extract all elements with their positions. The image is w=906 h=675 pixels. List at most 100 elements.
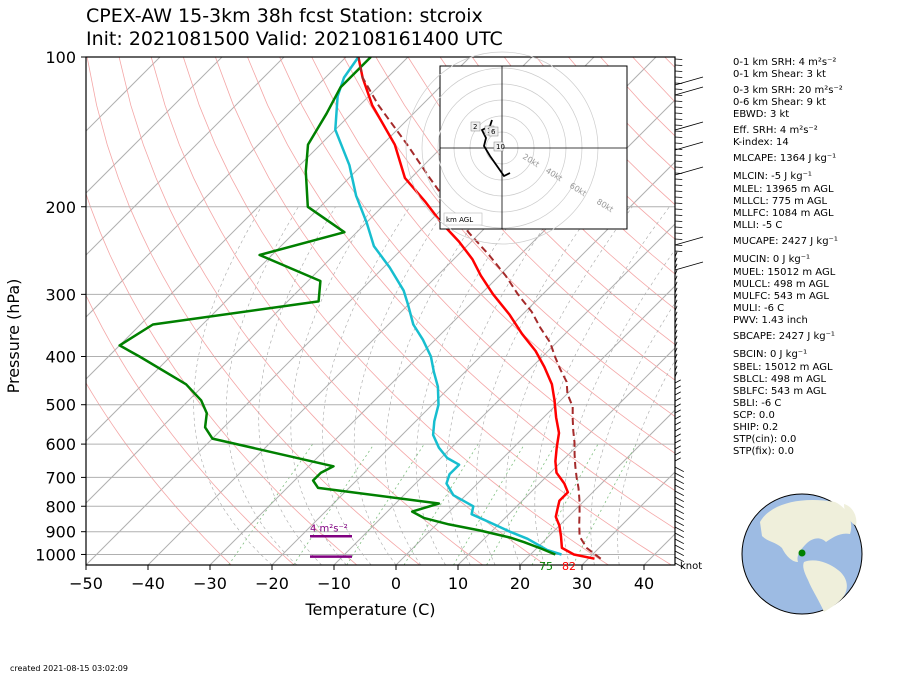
dry-adiabat: [375, 57, 675, 381]
index-line: SHIP: 0.2: [733, 422, 779, 433]
wind-barb: [674, 202, 683, 204]
wind-barb: [674, 433, 681, 438]
index-line: SBEL: 15012 m AGL: [733, 362, 833, 373]
wind-barb: [674, 508, 685, 515]
y-tick-label: 900: [45, 523, 76, 542]
wind-barb: [674, 190, 683, 192]
y-tick-label: 400: [45, 348, 76, 367]
created-timestamp: created 2021-08-15 03:02:09: [10, 664, 128, 673]
wind-barb: [674, 141, 704, 151]
wind-barb: [674, 317, 678, 324]
wind-barb: [674, 106, 683, 108]
y-tick-label: 300: [45, 285, 76, 304]
wind-barb: [674, 556, 685, 563]
wind-barb: [674, 118, 683, 120]
index-line: MLCIN: -5 J kg⁻¹: [733, 171, 812, 182]
moist-adiabat: [415, 206, 522, 565]
wind-barb: [674, 130, 683, 132]
isotherm-line: [395, 285, 675, 565]
tick-layer: −50 −40 −30 −20 −10 0 10 20 30 40 100 200 300 400 500 6…: [4, 48, 702, 619]
index-line: SBLCL: 498 m AGL: [733, 374, 827, 385]
index-line: Eff. SRH: 4 m²s⁻²: [733, 125, 818, 136]
wind-barb: [674, 121, 704, 131]
isotherm-line: [519, 409, 675, 565]
mixing-ratio-line: [453, 443, 525, 565]
wind-barb: [674, 353, 678, 360]
index-line: MLEL: 13965 m AGL: [733, 184, 834, 195]
wind-barb: [674, 451, 681, 456]
wind-barb: [674, 70, 683, 72]
index-line: MULFC: 543 m AGL: [733, 291, 829, 302]
index-line: 0-3 km SRH: 20 m²s⁻²: [733, 85, 843, 96]
x-axis-label: Temperature (C): [304, 600, 435, 619]
wind-barb: [674, 538, 685, 545]
x-tick-label: 10: [448, 574, 468, 593]
x-tick-label: 30: [572, 574, 592, 593]
wind-barb: [674, 86, 704, 96]
chart-title-line1: CPEX-AW 15-3km 38h fcst Station: stcroix: [86, 5, 483, 27]
x-tick-label: 20: [510, 574, 530, 593]
index-line: 0-6 km Shear: 9 kt: [733, 97, 826, 108]
y-tick-label: 500: [45, 396, 76, 415]
index-line: MLLCL: 775 m AGL: [733, 196, 828, 207]
wind-barb: [674, 379, 681, 384]
index-line: SBLI: -6 C: [733, 398, 782, 409]
y-axis-label: Pressure (hPa): [4, 279, 23, 394]
wind-barb: [674, 261, 704, 271]
x-tick-label: −10: [317, 574, 351, 593]
dry-adiabat: [247, 57, 675, 530]
isotherm-line: [271, 161, 675, 565]
y-tick-label: 600: [45, 435, 76, 454]
moist-adiabat: [193, 206, 273, 565]
wind-barb: [674, 232, 683, 234]
wind-barb: [674, 236, 704, 246]
index-line: K-index: 14: [733, 137, 789, 148]
wind-barb: [674, 154, 683, 156]
wind-barb: [674, 112, 683, 114]
wind-barb: [674, 250, 683, 252]
isotherm-line: [86, 57, 161, 132]
wind-barb: [674, 544, 685, 551]
wind-barb: [674, 76, 683, 78]
index-line: SBCAPE: 2427 J kg⁻¹: [733, 331, 835, 342]
wind-barb: [674, 251, 678, 258]
moist-adiabat: [384, 206, 485, 565]
index-line: MLLFC: 1084 m AGL: [733, 208, 834, 219]
index-line: SCP: 0.0: [733, 410, 775, 421]
moist-adiabat: [505, 206, 633, 565]
chart-title-line2: Init: 2021081500 Valid: 202108161400 UTC: [86, 28, 503, 50]
isotherm-line: [86, 57, 347, 318]
wind-barb: [674, 496, 685, 503]
mixing-ratio-line: [486, 443, 556, 565]
south-america-landmass: [803, 560, 847, 612]
wind-barb: [674, 397, 681, 402]
wind-barb: [674, 76, 704, 86]
wind-barb: [674, 526, 685, 533]
moist-adiabat: [562, 249, 675, 565]
dry-adiabat: [439, 57, 675, 310]
temperature-trace: [357, 57, 595, 560]
x-tick-label: 40: [634, 574, 654, 593]
wind-barb: [674, 457, 681, 462]
moist-adiabat: [226, 206, 299, 565]
wind-barb: [674, 293, 678, 300]
dry-adiabat: [118, 57, 483, 565]
index-line: 0-1 km Shear: 3 kt: [733, 69, 826, 80]
wind-barb: [674, 466, 685, 473]
wind-barb: [674, 484, 685, 491]
dry-adiabat: [407, 57, 675, 345]
hodograph-inset: 20kt40kt60kt80kt21610km AGL: [405, 51, 628, 245]
isotherm-line: [209, 99, 675, 565]
wind-barb: [674, 166, 704, 176]
wind-barb: [674, 329, 678, 336]
wind-barb: [674, 385, 681, 390]
wind-barb: [674, 365, 678, 372]
wind-barb: [674, 142, 683, 144]
index-line: MLCAPE: 1364 J kg⁻¹: [733, 153, 837, 164]
wind-barb: [674, 347, 678, 354]
wetbulb-trace: [334, 57, 562, 556]
x-tick-label: 0: [391, 574, 401, 593]
moist-adiabat: [446, 206, 559, 565]
dry-adiabat: [215, 57, 672, 565]
